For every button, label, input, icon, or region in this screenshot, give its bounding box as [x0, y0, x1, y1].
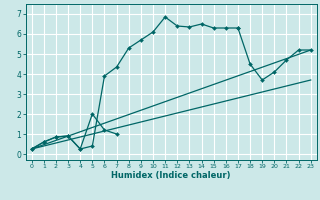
- X-axis label: Humidex (Indice chaleur): Humidex (Indice chaleur): [111, 171, 231, 180]
